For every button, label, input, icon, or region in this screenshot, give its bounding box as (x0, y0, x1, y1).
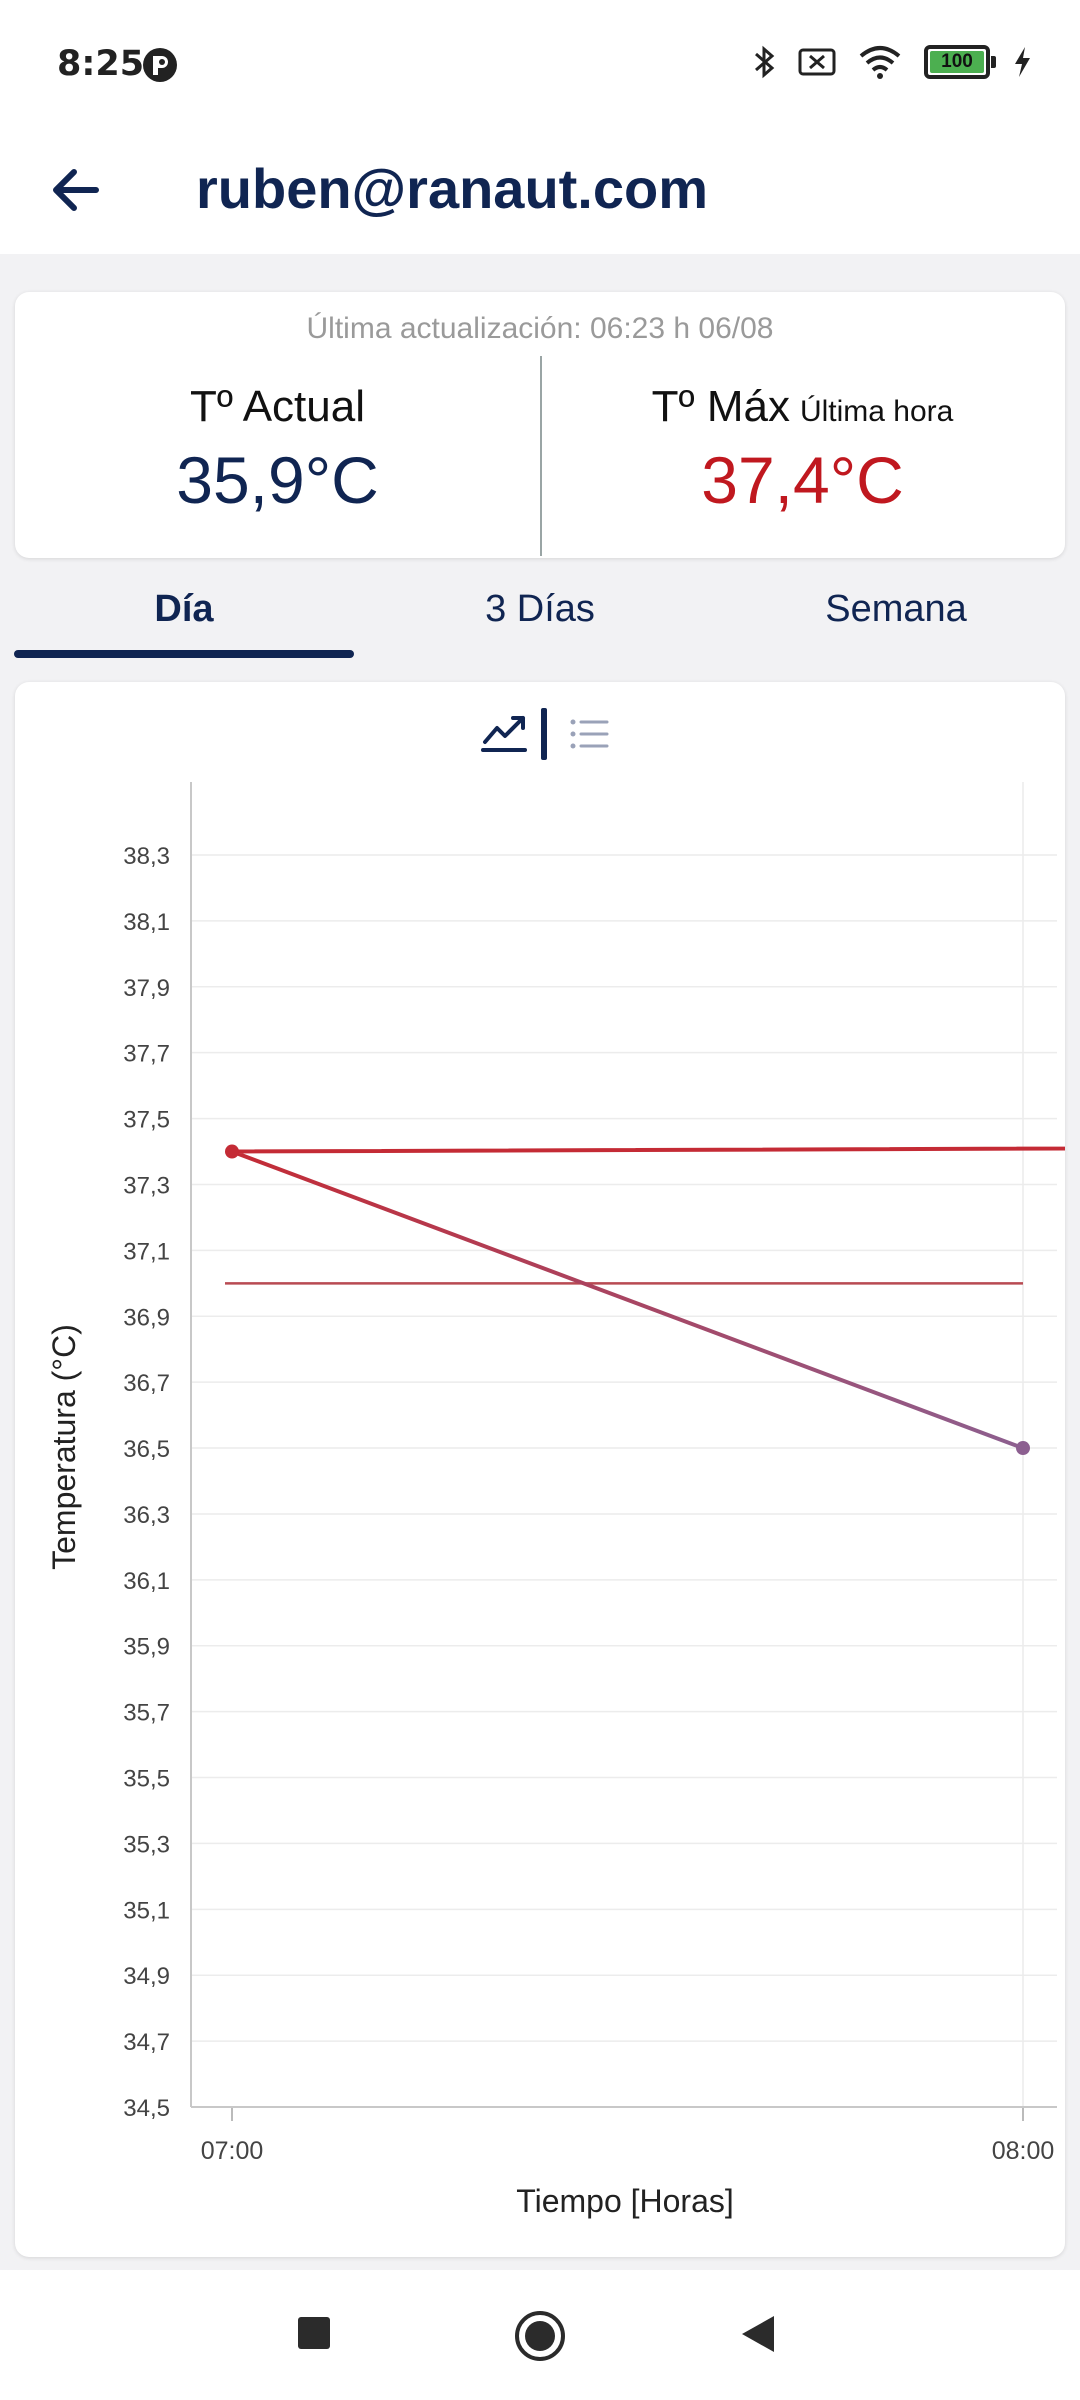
y-tick-label: 35,5 (123, 1766, 170, 1793)
y-tick-label: 35,7 (123, 1700, 170, 1727)
status-icons: 100 (752, 44, 1032, 80)
y-axis-label: Temperatura (°C) (46, 1324, 82, 1570)
y-tick-label: 35,1 (123, 1897, 170, 1924)
max-temp-label-text: Tº Máx (651, 382, 790, 431)
status-time: 8:25 (57, 44, 145, 84)
system-nav-bar (0, 2270, 1080, 2400)
temperature-summary-card: Última actualización: 06:23 h 06/08 Tº A… (15, 292, 1065, 558)
y-tick-label: 36,5 (123, 1436, 170, 1463)
y-tick-label: 36,9 (123, 1304, 170, 1331)
tab-day[interactable]: Día (154, 588, 214, 630)
y-tick-label: 37,5 (123, 1107, 170, 1134)
chart-card: 38,3 38,1 37,9 37,7 37,5 37,3 37,1 36,9 36,7 36,5… (15, 682, 1065, 2257)
temperature-data-points (225, 1144, 1030, 1456)
max-temp-sublabel: Última hora (799, 395, 954, 428)
active-tab-indicator (14, 650, 354, 658)
home-circle-icon[interactable] (514, 2310, 566, 2362)
y-tick-labels: 38,3 38,1 37,9 37,7 37,5 37,3 37,1 36,9 36,7 36,5… (123, 843, 170, 2122)
page-title: ruben@ranaut.com (196, 157, 709, 220)
x-tick-label: 07:00 (201, 2137, 264, 2165)
battery-level: 100 (941, 51, 973, 72)
y-tick-label: 35,3 (123, 1831, 170, 1858)
tab-week[interactable]: Semana (825, 588, 967, 630)
y-tick-label: 34,9 (123, 1963, 170, 1990)
trend-chart-icon[interactable] (465, 696, 535, 766)
app-bar: ruben@ranaut.com (0, 134, 1080, 254)
tab-3-days[interactable]: 3 Días (485, 588, 595, 630)
y-tick-label: 38,1 (123, 909, 170, 936)
last-update-text: Última actualización: 06:23 h 06/08 (306, 312, 774, 345)
chart-axes (190, 782, 1057, 2121)
x-axis-label: Tiempo [Horas] (516, 2183, 734, 2219)
period-tabs: Día 3 Días Semana (0, 560, 1080, 660)
view-toggle (465, 696, 625, 766)
max-temp-label: Tº Máx Última hora (540, 382, 1065, 432)
y-tick-label: 37,1 (123, 1238, 170, 1265)
y-tick-label: 34,5 (123, 2095, 170, 2122)
y-tick-label: 34,7 (123, 2029, 170, 2056)
y-tick-label: 38,3 (123, 843, 170, 870)
y-tick-label: 36,7 (123, 1370, 170, 1397)
y-tick-label: 35,9 (123, 1634, 170, 1661)
view-toggle-separator (541, 708, 547, 760)
sim-off-icon (798, 48, 836, 76)
recents-square-icon[interactable] (297, 2316, 331, 2350)
y-tick-label: 37,7 (123, 1041, 170, 1068)
current-temp-label-text: Tº Actual (189, 382, 366, 431)
charging-bolt-icon (1015, 47, 1030, 77)
battery-icon: 100 (924, 45, 996, 79)
max-temp-value: 37,4°C (701, 443, 904, 517)
chart-grid (191, 782, 1057, 2108)
arrow-left-icon[interactable] (44, 158, 108, 222)
current-temp-value: 35,9°C (176, 443, 379, 517)
x-tick-label: 08:00 (992, 2137, 1055, 2165)
list-icon[interactable] (555, 696, 625, 766)
y-tick-label: 37,3 (123, 1172, 170, 1199)
y-tick-label: 37,9 (123, 975, 170, 1002)
wifi-icon (859, 46, 901, 79)
app-p-icon (143, 48, 177, 82)
y-tick-label: 36,3 (123, 1502, 170, 1529)
data-point (1016, 1441, 1030, 1456)
y-tick-label: 36,1 (123, 1568, 170, 1595)
back-triangle-icon[interactable] (740, 2314, 776, 2354)
summary-divider (540, 356, 542, 556)
temperature-series-line (230, 1146, 1065, 1450)
status-bar: 8:25 100 (0, 0, 1080, 134)
data-point (225, 1144, 239, 1159)
current-temp-label: Tº Actual (15, 382, 540, 432)
temperature-line-chart: 38,3 38,1 37,9 37,7 37,5 37,3 37,1 36,9 36,7 36,5… (46, 782, 1065, 2219)
bluetooth-icon (755, 45, 775, 79)
